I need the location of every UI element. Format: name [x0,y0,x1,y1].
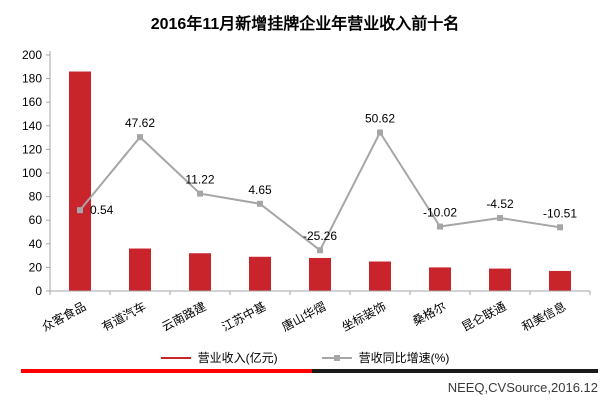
revenue-bar [309,257,331,291]
growth-marker-icon [257,200,263,207]
revenue-bar [489,268,511,291]
growth-data-label: -4.52 [486,197,514,211]
growth-data-label: -10.02 [423,206,457,220]
growth-marker-icon [77,207,83,214]
growth-marker-icon [137,134,143,141]
revenue-bar [429,267,451,291]
category-label: 有道汽车 [99,298,148,334]
chart-canvas: 0 20 40 60 80 100 120 140 160 180 200 0.54 47.62 11.2… [22,48,591,334]
revenue-bar [69,71,91,292]
y-tick-label: 200 [22,48,42,62]
y-tick-label: 40 [29,237,43,251]
growth-data-label: -25.26 [303,229,337,243]
legend-revenue-label: 营业收入(亿元) [197,351,278,365]
growth-data-label: 4.65 [248,183,272,197]
category-label: 云南路建 [159,298,208,334]
growth-marker-icon [317,247,323,254]
growth-marker-icon [377,129,383,136]
revenue-bar [249,256,271,291]
category-label: 江苏中基 [219,298,268,334]
y-tick-label: 60 [29,213,43,227]
category-label: 坐标装饰 [339,299,388,334]
divider-red-segment [21,369,312,373]
revenue-line-swatch-icon [160,356,191,359]
growth-marker-icon [497,215,503,222]
growth-marker-icon [197,190,203,197]
legend-growth-label: 营收同比增速(%) [358,351,450,365]
growth-line-swatch-icon [321,354,352,361]
y-tick-label: 140 [22,119,42,133]
y-tick-label: 100 [22,166,42,180]
revenue-bar [369,261,391,291]
chart-title: 2016年11月新增挂牌企业年营业收入前十名 [150,16,460,33]
y-tick-label: 160 [22,95,42,109]
growth-marker-icon [557,224,563,231]
divider [21,369,598,373]
growth-data-label: 0.54 [90,203,114,217]
revenue-bar [189,253,211,291]
category-label: 和美信息 [519,298,568,334]
legend-item-growth: 营收同比增速(%) [321,349,450,366]
legend: 营业收入(亿元) 营收同比增速(%) [0,349,610,366]
category-label: 桑格尔 [410,298,449,328]
y-tick-label: 0 [35,284,42,298]
growth-data-label: 11.22 [185,173,214,187]
revenue-bar [129,248,151,291]
y-tick-label: 20 [29,260,43,274]
category-label: 唐山华熠 [279,298,328,334]
growth-data-label: 50.62 [365,111,395,125]
legend-item-revenue: 营业收入(亿元) [160,349,278,366]
category-label: 昆仑联通 [459,299,508,334]
y-tick-label: 180 [22,72,42,86]
category-label: 众客食品 [39,298,88,334]
source-caption: NEEQ,CVSource,2016.12 [447,380,598,395]
y-tick-label: 120 [22,142,42,156]
revenue-bar [549,270,571,291]
growth-data-label: -10.51 [543,206,577,220]
divider-black-segment [311,369,598,373]
growth-marker-icon [333,354,340,361]
y-tick-label: 80 [29,190,43,204]
growth-marker-icon [437,223,443,230]
growth-data-label: 47.62 [125,116,155,130]
